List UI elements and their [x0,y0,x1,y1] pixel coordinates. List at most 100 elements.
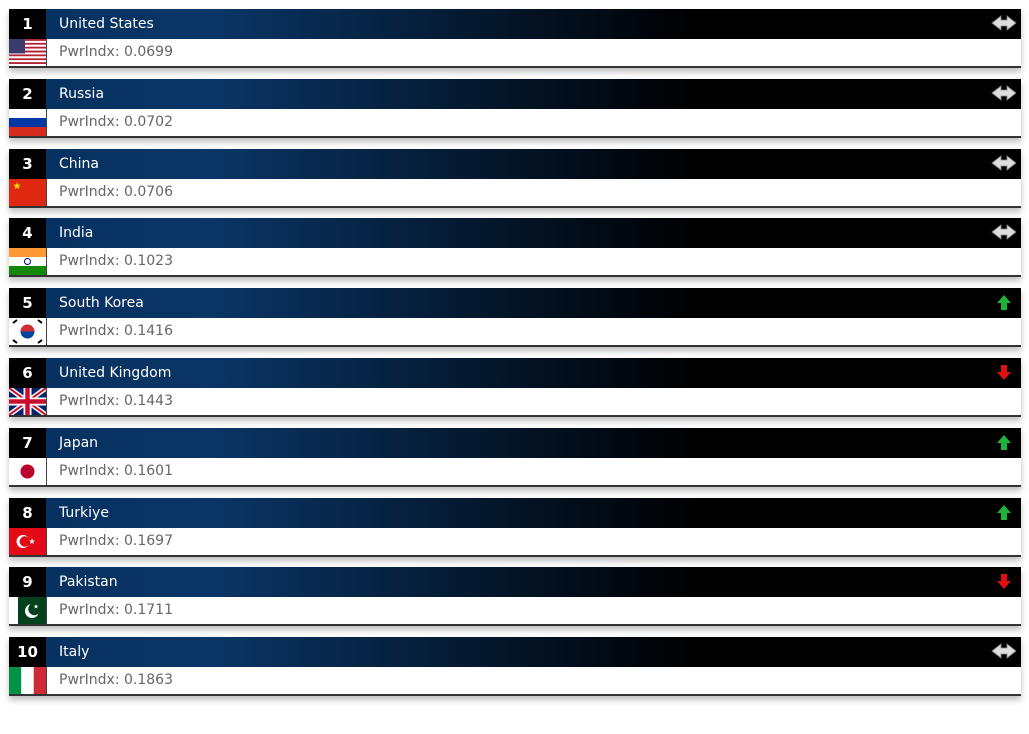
flag-shape [9,388,46,415]
flag-shape [9,667,22,695]
row-header: 1 United States [9,9,1021,39]
trend-arrow [997,365,1011,380]
trend-icon [997,295,1011,311]
flag [9,388,47,415]
flag-shape [9,126,46,136]
flag-shape [9,42,46,45]
row-header: 5 South Korea [9,288,1021,319]
row-header: 2 Russia [9,78,1021,109]
power-index: PwrIndx: 0.0699 [59,44,173,60]
ranking-row: 6 United Kingdom PwrIndx: 0.1443 [9,358,1021,417]
flag-shape [19,535,30,547]
flag-shape [13,181,21,189]
flag-shape [9,117,46,127]
flag-shape [12,319,43,344]
flag [9,318,47,346]
ranking-row: 4 India PwrIndx: 0.1023 [9,218,1021,278]
row-header: 8 Turkiye [9,497,1021,528]
country-name: United States [59,16,154,32]
ranking-row: 3 China PwrIndx: 0.0706 [9,148,1021,208]
flag-shape [9,44,46,47]
ranking-row: 9 Pakistan PwrIndx: 0.1711 [9,567,1021,627]
country-name: United Kingdom [59,365,172,381]
power-index: PwrIndx: 0.1711 [59,602,173,619]
row-header: 9 Pakistan [9,567,1021,598]
row-header: 3 China [9,148,1021,179]
flag-shape [28,603,41,616]
power-index: PwrIndx: 0.1416 [59,323,173,340]
country-name: South Korea [59,295,144,312]
flag-shape [9,40,46,43]
trend-icon [991,84,1017,101]
ranking-row: 1 United States PwrIndx: 0.0699 [9,9,1021,68]
rank: 5 [9,288,46,319]
trend-icon [991,643,1017,660]
power-index: PwrIndx: 0.1863 [59,672,173,689]
trend-icon [991,224,1017,241]
flag-shape [12,319,18,324]
flag-shape [9,50,46,53]
country-name: Japan [59,434,99,451]
flag-shape [9,248,46,258]
ranking-row: 5 South Korea PwrIndx: 0.1416 [9,288,1021,348]
flag-shape [9,39,46,41]
power-index: PwrIndx: 0.1601 [59,462,173,479]
rank: 8 [9,497,46,528]
flag-shape [9,58,46,61]
row-header: 7 Japan [9,427,1021,458]
trend-icon [991,15,1017,31]
flag-shape [20,324,35,332]
flag-shape [21,667,34,695]
flag [9,248,47,276]
flag-shape [9,46,46,49]
flag-shape [37,339,43,344]
row-header: 6 United Kingdom [9,358,1021,388]
rank: 9 [9,567,46,598]
ranking-row: 7 Japan PwrIndx: 0.1601 [9,427,1021,487]
flag-shape [9,54,46,57]
trend-arrow [991,84,1017,101]
rank: 3 [9,148,46,179]
flag-shape [9,597,18,625]
trend-icon [997,574,1011,590]
rank: 1 [9,9,46,39]
flag-shape [9,64,46,66]
flag-shape [9,62,46,65]
power-index: PwrIndx: 0.1443 [59,393,173,409]
flag-shape [9,178,46,206]
power-index: PwrIndx: 0.0702 [59,113,173,130]
flag [9,108,47,136]
ranking-row: 2 Russia PwrIndx: 0.0702 [9,78,1021,138]
trend-arrow [991,154,1017,171]
rank: 4 [9,218,46,249]
flag [9,39,47,66]
trend-arrow [997,574,1011,590]
flag-shape [37,319,43,324]
flag [9,527,47,555]
rank: 7 [9,427,46,458]
flag-shape [9,108,46,118]
flag-shape [12,339,18,344]
flag-shape [33,667,46,695]
country-name: Russia [59,85,105,102]
flag [9,178,47,206]
flag-shape [9,39,25,54]
trend-icon [997,365,1011,380]
power-index: PwrIndx: 0.1023 [59,253,173,270]
country-name: Turkiye [59,504,109,521]
flag-shape [9,48,46,51]
trend-icon [997,434,1011,450]
flag [9,667,47,695]
flag-shape [29,537,35,544]
trend-arrow [991,643,1017,660]
flag-shape [20,464,35,479]
power-index: PwrIndx: 0.1697 [59,532,173,549]
flag [9,597,47,625]
country-name: China [59,155,99,172]
rank: 6 [9,358,46,388]
flag-shape [9,56,46,59]
flag-shape [33,604,39,609]
trend-arrow [991,15,1017,31]
power-index: PwrIndx: 0.0706 [59,183,173,200]
